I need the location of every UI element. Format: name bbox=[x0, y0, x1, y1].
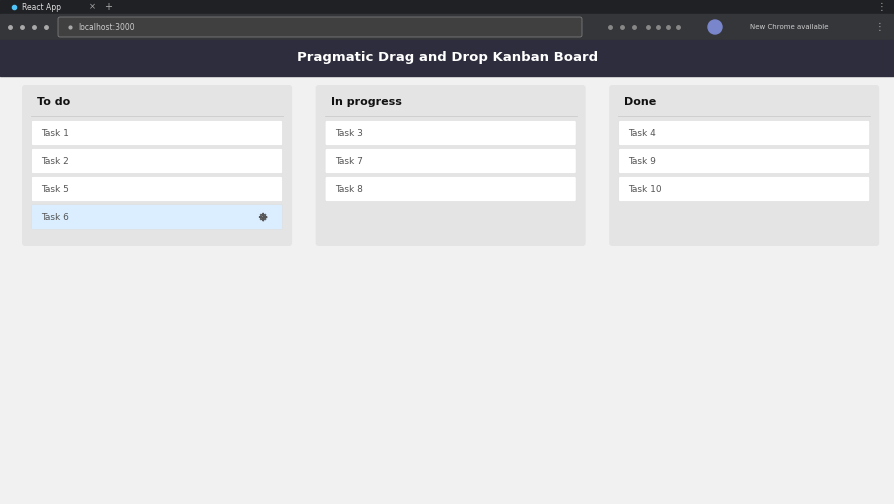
FancyBboxPatch shape bbox=[609, 85, 878, 246]
Text: +: + bbox=[104, 2, 112, 12]
FancyBboxPatch shape bbox=[31, 176, 283, 202]
FancyBboxPatch shape bbox=[618, 176, 869, 202]
Text: New Chrome available: New Chrome available bbox=[749, 24, 828, 30]
Text: To do: To do bbox=[37, 97, 71, 107]
FancyBboxPatch shape bbox=[618, 120, 869, 146]
Text: Task 7: Task 7 bbox=[334, 157, 362, 165]
Text: Task 9: Task 9 bbox=[628, 157, 655, 165]
Text: Task 5: Task 5 bbox=[41, 184, 69, 194]
Bar bbox=[0, 76, 894, 504]
Text: localhost:3000: localhost:3000 bbox=[78, 23, 134, 31]
FancyBboxPatch shape bbox=[325, 176, 576, 202]
FancyBboxPatch shape bbox=[31, 120, 283, 146]
Text: Pragmatic Drag and Drop Kanban Board: Pragmatic Drag and Drop Kanban Board bbox=[297, 51, 597, 65]
Text: Task 10: Task 10 bbox=[628, 184, 661, 194]
Text: ⋮: ⋮ bbox=[874, 22, 884, 32]
Text: ⋮: ⋮ bbox=[876, 2, 886, 12]
Bar bbox=[0, 14, 894, 40]
Text: Task 6: Task 6 bbox=[41, 213, 69, 221]
Text: Task 2: Task 2 bbox=[41, 157, 69, 165]
FancyBboxPatch shape bbox=[325, 149, 576, 173]
FancyBboxPatch shape bbox=[316, 85, 585, 246]
Text: Task 8: Task 8 bbox=[334, 184, 362, 194]
FancyBboxPatch shape bbox=[22, 85, 291, 246]
Text: Task 3: Task 3 bbox=[334, 129, 362, 138]
FancyBboxPatch shape bbox=[618, 149, 869, 173]
Text: ×: × bbox=[89, 3, 96, 12]
FancyBboxPatch shape bbox=[58, 17, 581, 37]
Bar bbox=[0, 40, 894, 76]
Text: Done: Done bbox=[623, 97, 655, 107]
Text: In progress: In progress bbox=[330, 97, 401, 107]
Bar bbox=[0, 0, 894, 14]
FancyBboxPatch shape bbox=[31, 149, 283, 173]
Text: Task 1: Task 1 bbox=[41, 129, 69, 138]
Text: React App: React App bbox=[22, 3, 61, 12]
FancyBboxPatch shape bbox=[31, 205, 283, 229]
Text: Task 4: Task 4 bbox=[628, 129, 655, 138]
Circle shape bbox=[707, 20, 721, 34]
FancyBboxPatch shape bbox=[325, 120, 576, 146]
